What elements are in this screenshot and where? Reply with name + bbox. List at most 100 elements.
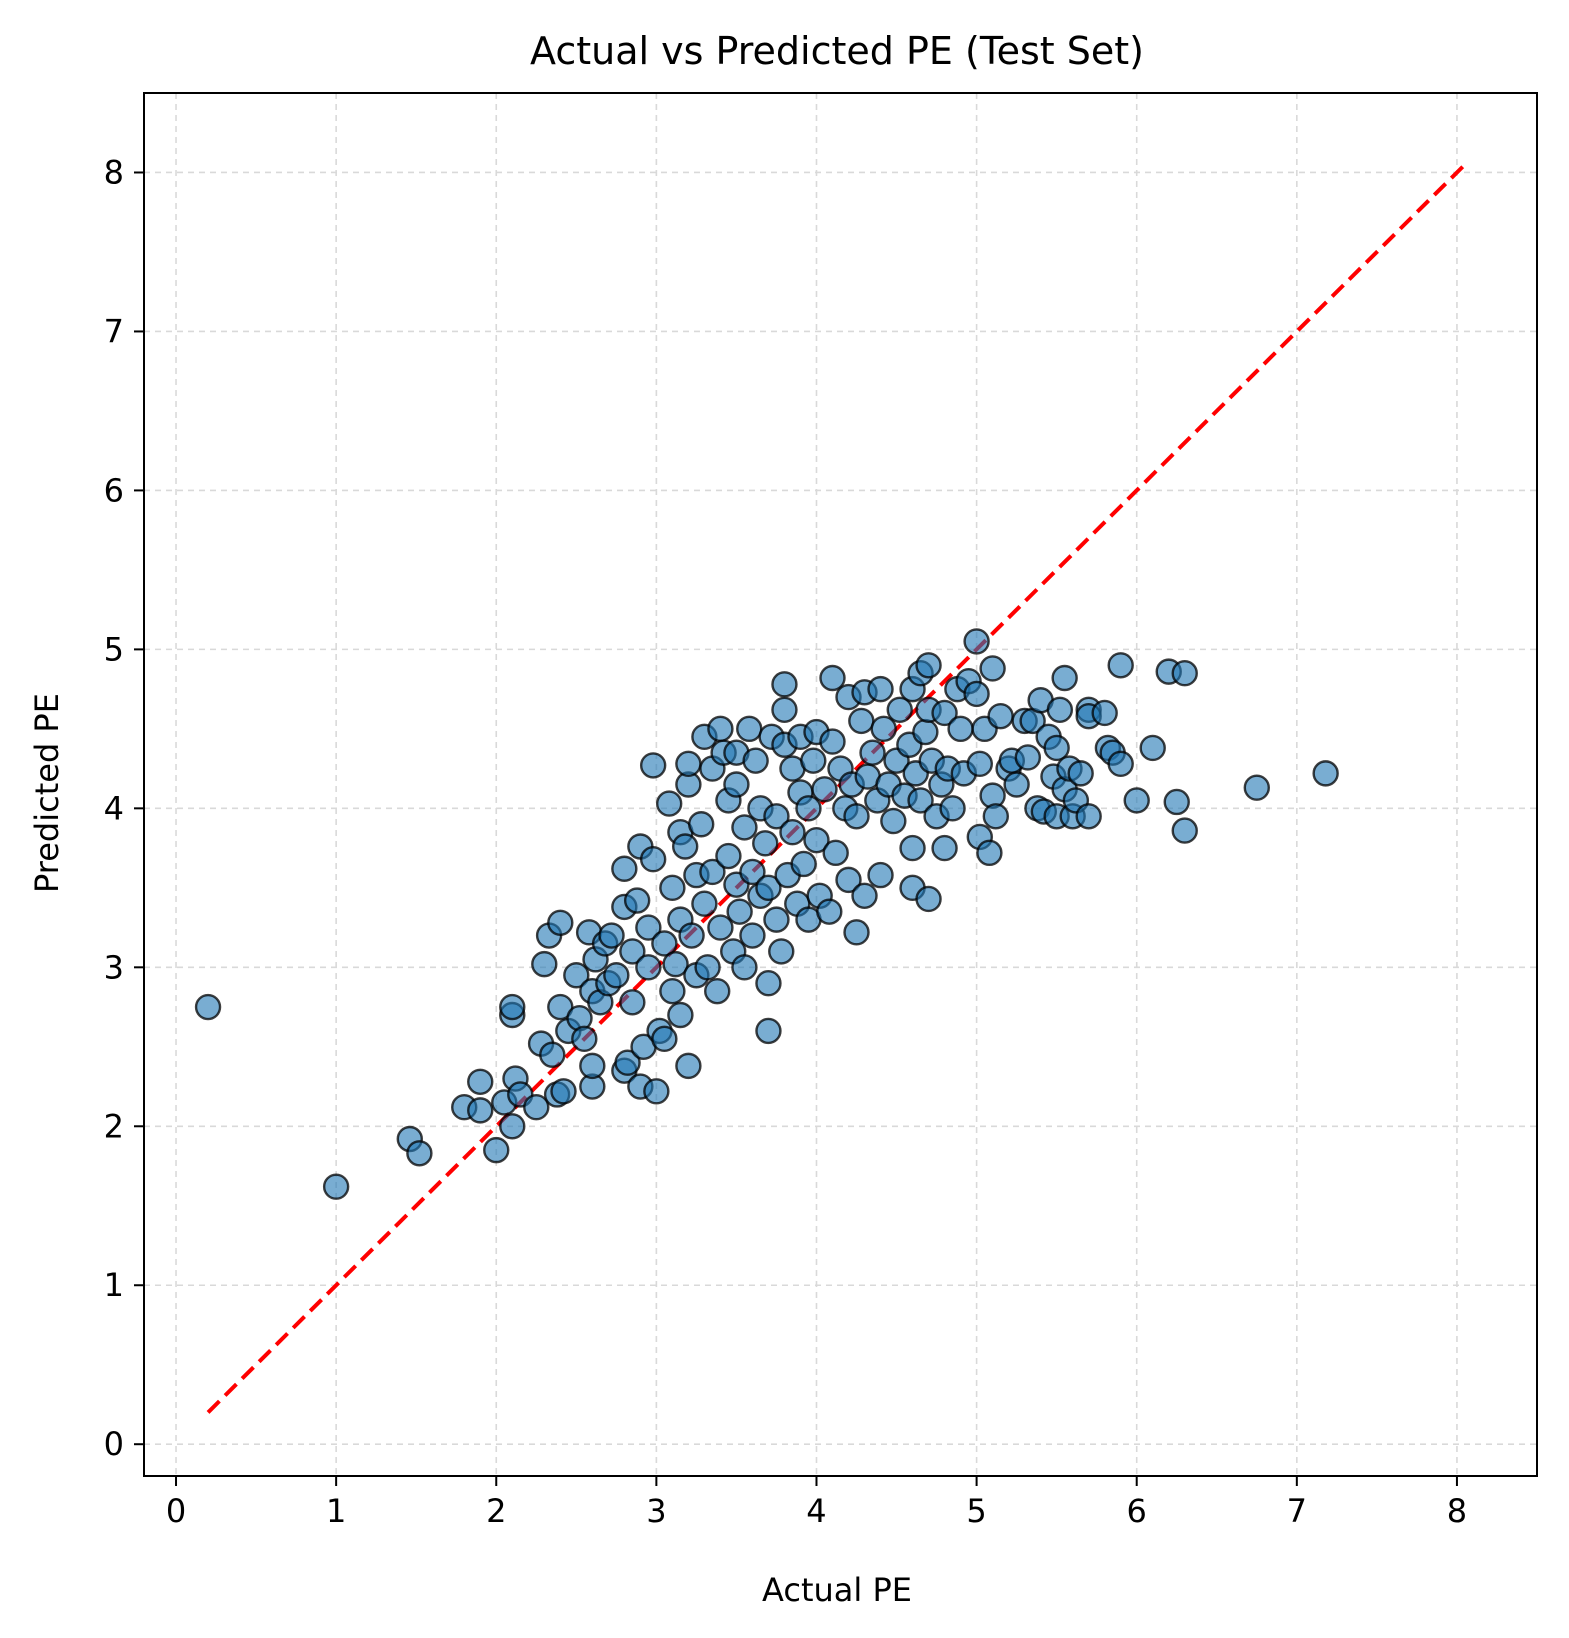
y-tick-label: 3 — [104, 948, 124, 986]
scatter-point — [598, 922, 625, 949]
scatter-point — [603, 962, 630, 989]
scatter-point — [768, 938, 795, 965]
scatter-point — [550, 1078, 577, 1105]
scatter-point — [819, 728, 846, 755]
scatter-point — [848, 707, 875, 735]
x-tick-label: 4 — [806, 1492, 826, 1530]
scatter-point — [843, 919, 870, 946]
x-tick-label: 0 — [166, 1492, 186, 1530]
scatter-point — [742, 747, 769, 774]
scatter-point — [912, 718, 939, 746]
scatter-point — [1014, 744, 1042, 771]
y-tick-label: 2 — [104, 1107, 124, 1145]
scatter-point — [651, 930, 678, 957]
plot-frame — [143, 92, 1538, 1477]
y-tick-label: 5 — [104, 630, 124, 668]
scatter-point — [1123, 787, 1150, 814]
scatter-point — [755, 970, 782, 997]
scatter-point — [1046, 696, 1074, 723]
scatter-point — [523, 1093, 550, 1121]
scatter-point — [763, 906, 790, 933]
scatter-point — [779, 818, 806, 846]
scatter-point — [671, 833, 699, 860]
scatter-point — [467, 1097, 494, 1124]
scatter-point — [731, 954, 758, 981]
scatter-point — [1107, 652, 1134, 679]
scatter-point — [726, 898, 753, 925]
scatter-point — [771, 696, 798, 723]
scatter-point — [816, 898, 843, 925]
scatter-point — [870, 715, 897, 743]
y-tick-label: 7 — [104, 312, 124, 350]
y-tick-label: 4 — [104, 789, 124, 827]
scatter-point — [947, 715, 974, 743]
scatter-point — [707, 715, 734, 743]
scatter-point — [851, 882, 878, 909]
scatter-point — [547, 993, 574, 1021]
axis-ticks: 0 1 2 3 4 5 6 7 8 0 1 2 3 4 5 6 7 8 — [104, 153, 1467, 1530]
scatter-point — [675, 1052, 702, 1080]
reference-line-layer — [206, 163, 1467, 1414]
scatter-point — [979, 655, 1006, 682]
scatter-point — [1171, 660, 1198, 687]
scatter-point — [662, 950, 689, 978]
scatter-point — [614, 1049, 641, 1076]
scatter-point — [859, 739, 886, 766]
scatter-point — [1139, 734, 1166, 762]
scatter-point — [886, 696, 913, 723]
scatter-point — [1051, 664, 1078, 692]
chart-title: Actual vs Predicted PE (Test Set) — [530, 29, 1144, 73]
scatter-point — [915, 652, 942, 679]
scatter-point — [1171, 817, 1198, 844]
scatter-point — [467, 1068, 494, 1095]
scatter-point — [915, 885, 942, 913]
scatter-point — [1003, 771, 1030, 798]
scatter-point — [678, 922, 705, 949]
scatter-point — [963, 628, 990, 655]
scatter-point — [483, 1136, 510, 1164]
scatter-point — [499, 993, 526, 1021]
scatter-point — [880, 807, 907, 835]
scatter-point — [691, 890, 718, 917]
scatter-point — [982, 803, 1010, 830]
scatter-point — [763, 803, 790, 830]
x-tick-label: 1 — [326, 1492, 346, 1530]
scatter-point — [1243, 774, 1270, 801]
scatter-point — [867, 675, 894, 703]
scatter-point — [771, 671, 798, 698]
scatter-point — [707, 914, 734, 941]
x-tick-label: 5 — [966, 1492, 986, 1530]
x-tick-label: 2 — [486, 1492, 506, 1530]
scatter-point — [563, 962, 590, 989]
identity-reference-line — [206, 163, 1467, 1414]
scatter-point — [639, 846, 667, 873]
scatter-point — [406, 1140, 433, 1167]
scatter-point — [667, 1001, 694, 1029]
scatter-point — [1091, 699, 1118, 727]
scatter-point — [579, 1052, 606, 1080]
scatter-point — [931, 699, 958, 727]
scatter-point — [531, 950, 558, 978]
scatter-point — [571, 1025, 598, 1053]
scatter-point — [843, 803, 870, 830]
y-axis-label: Predicted PE — [28, 693, 66, 893]
scatter-point — [963, 680, 990, 708]
scatter-point — [322, 1173, 350, 1200]
x-tick-label: 6 — [1127, 1492, 1147, 1530]
scatter-point — [659, 874, 686, 902]
scatter-point — [1312, 760, 1339, 787]
scatter-point — [800, 747, 827, 774]
scatter-point — [931, 834, 958, 862]
scatter-point — [635, 954, 662, 981]
scatter-point — [704, 977, 731, 1005]
scatter-point — [623, 887, 651, 914]
scatter-point — [736, 715, 763, 743]
scatter-point — [643, 1078, 670, 1105]
scatter-point — [899, 834, 926, 862]
scatter-point — [739, 858, 766, 886]
y-tick-label: 8 — [104, 153, 124, 191]
scatter-point — [499, 1113, 526, 1140]
scatter-point — [639, 752, 667, 779]
scatter-point — [790, 850, 817, 878]
